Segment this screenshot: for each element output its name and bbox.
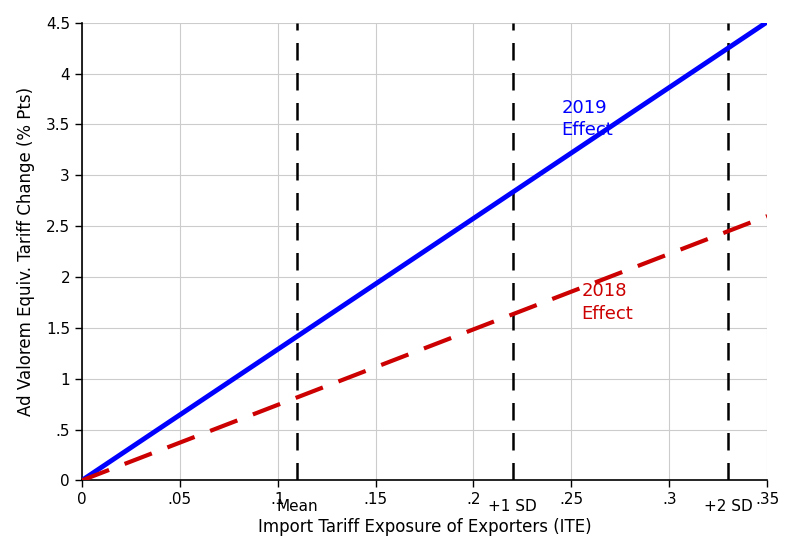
Y-axis label: Ad Valorem Equiv. Tariff Change (% Pts): Ad Valorem Equiv. Tariff Change (% Pts) bbox=[17, 87, 35, 416]
Text: +1 SD: +1 SD bbox=[488, 499, 537, 514]
Text: 2018
Effect: 2018 Effect bbox=[581, 282, 633, 322]
Text: Mean: Mean bbox=[276, 499, 318, 514]
X-axis label: Import Tariff Exposure of Exporters (ITE): Import Tariff Exposure of Exporters (ITE… bbox=[258, 518, 591, 536]
Text: 2019
Effect: 2019 Effect bbox=[562, 99, 614, 139]
Text: +2 SD: +2 SD bbox=[704, 499, 752, 514]
